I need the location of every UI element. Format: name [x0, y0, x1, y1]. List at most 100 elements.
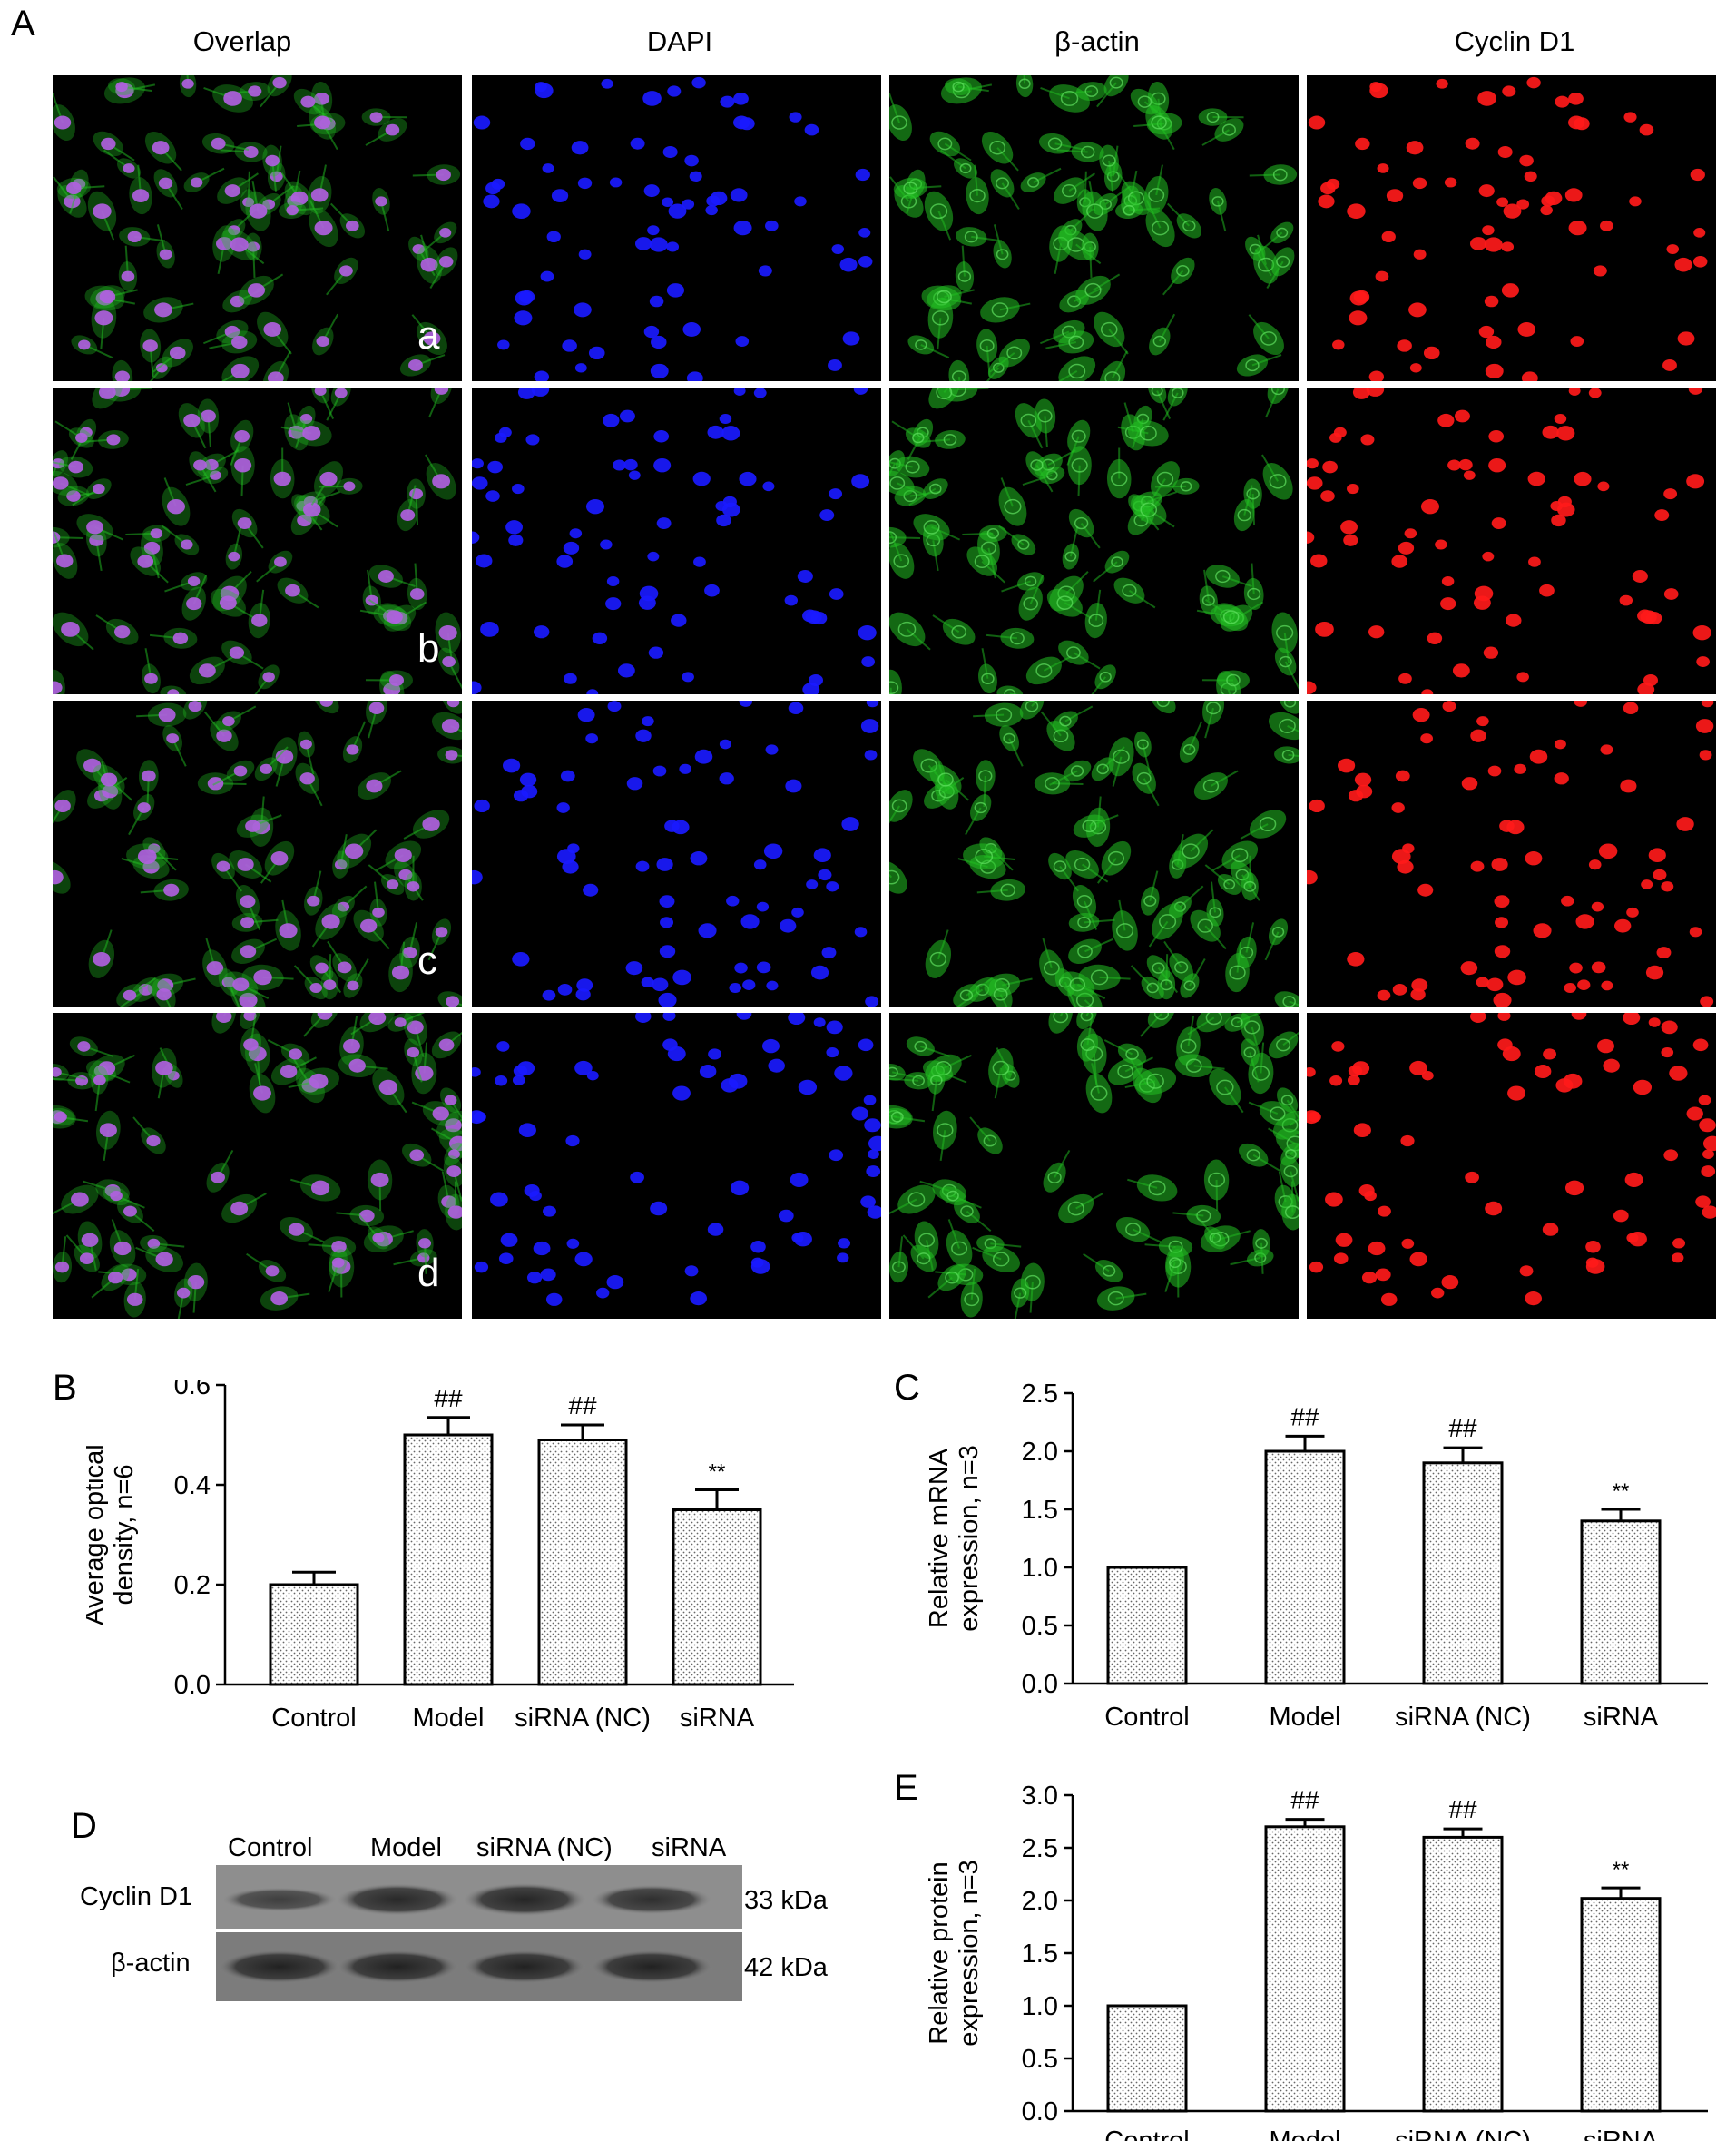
- blot-lane-label-sirna-nc: siRNA (NC): [476, 1833, 613, 1862]
- y-tick-label: 0.0: [1022, 1670, 1058, 1699]
- blot-band: [462, 1882, 587, 1917]
- micrograph-dapi-c: [472, 701, 881, 1007]
- micrograph-cyclin-b: [1307, 388, 1716, 694]
- row-label-a: a: [417, 313, 440, 358]
- y-tick-label: 1.5: [1022, 1496, 1058, 1525]
- blot-band: [462, 1949, 587, 1984]
- bar-sirna-nc-: [1422, 1835, 1504, 2113]
- significance-label: ##: [434, 1384, 463, 1412]
- category-label: siRNA: [1584, 1703, 1659, 1732]
- category-label: siRNA: [680, 1704, 755, 1733]
- micrograph-actin-d: [889, 1013, 1299, 1319]
- bar-sirna-nc-: [1422, 1461, 1504, 1685]
- y-tick-label: 3.0: [1022, 1782, 1058, 1811]
- micrograph-dapi-b: [472, 388, 881, 694]
- y-tick-label: 0.0: [1022, 2097, 1058, 2126]
- bar-control: [269, 1583, 359, 1686]
- panel-label-d: D: [71, 1806, 97, 1846]
- micrograph-actin-b: [889, 388, 1299, 694]
- bar-sirna: [1580, 1897, 1662, 2113]
- category-label: Model: [1270, 1703, 1341, 1732]
- blot-band-label-cyclin: Cyclin D1: [80, 1882, 193, 1911]
- chart-e: 0.0 0.5 1.0 1.5 2.0 2.5 3.0 Relative protein exp…: [926, 1782, 1708, 2141]
- panel-label-e: E: [894, 1768, 918, 1808]
- significance-label: ##: [1290, 1786, 1319, 1814]
- column-header-dapi: DAPI: [646, 25, 713, 57]
- significance-label: **: [1613, 1858, 1630, 1882]
- column-header-actin: β-actin: [1054, 25, 1140, 57]
- bar-control: [1106, 1566, 1188, 1685]
- y-axis-label: Relative protein: [926, 1861, 954, 2045]
- blot-band: [221, 1887, 338, 1912]
- panel-label-c: C: [894, 1368, 920, 1408]
- y-tick-label: 0.5: [1022, 2045, 1058, 2074]
- significance-label: ##: [568, 1391, 597, 1419]
- significance-label: ##: [1290, 1402, 1319, 1430]
- chart-b: 0.0 0.2 0.4 0.6 Average optical density, n=6 C…: [86, 1380, 794, 1733]
- bar-control: [1106, 2004, 1188, 2113]
- significance-label: **: [1613, 1479, 1630, 1504]
- bar-sirna: [672, 1508, 762, 1686]
- y-tick-label: 2.5: [1022, 1834, 1058, 1863]
- micrograph-cyclin-d: [1307, 1013, 1716, 1319]
- micrograph-overlap-b: [53, 388, 462, 694]
- blot-band: [591, 1884, 712, 1915]
- bar-sirna-nc-: [537, 1439, 628, 1686]
- y-tick-label: 2.0: [1022, 1438, 1058, 1467]
- blot-band: [217, 1949, 342, 1984]
- category-label: siRNA: [1584, 2126, 1659, 2141]
- blot-size-label-actin: 42 kDa: [744, 1953, 828, 1982]
- micrograph-overlap-d: [53, 1013, 462, 1319]
- significance-label: ##: [1448, 1795, 1477, 1823]
- y-tick-label: 0.0: [174, 1671, 211, 1700]
- blot-lane-label-sirna: siRNA: [652, 1833, 727, 1862]
- y-axis-label: expression, n=3: [955, 1860, 984, 2047]
- y-tick-label: 0.5: [1022, 1612, 1058, 1641]
- micrograph-dapi-d: [472, 1013, 881, 1319]
- blot-size-label-cyclin: 33 kDa: [744, 1886, 828, 1915]
- blot-band-label-actin: β-actin: [111, 1949, 191, 1978]
- significance-label: **: [709, 1460, 726, 1485]
- y-tick-label: 0.6: [174, 1380, 211, 1400]
- blot-lane-label-model: Model: [370, 1833, 442, 1862]
- micrograph-overlap-c: [53, 701, 462, 1007]
- blot-lane-label-control: Control: [228, 1833, 313, 1862]
- category-label: siRNA (NC): [1395, 1703, 1531, 1732]
- column-header-overlap: Overlap: [192, 25, 292, 57]
- blot-band: [336, 1883, 459, 1916]
- y-axis-label: density, n=6: [110, 1464, 139, 1605]
- y-axis-label: expression, n=3: [955, 1445, 984, 1632]
- chart-c: 0.0 0.5 1.0 1.5 2.0 2.5 Relative mRNA expressio…: [926, 1380, 1708, 1732]
- western-blot-image: [216, 1865, 742, 2001]
- y-tick-label: 0.4: [174, 1471, 211, 1500]
- category-label: Control: [1104, 1703, 1190, 1732]
- panel-label-a: A: [11, 4, 35, 44]
- y-tick-label: 1.5: [1022, 1940, 1058, 1969]
- bar-model: [403, 1433, 494, 1686]
- y-tick-label: 2.0: [1022, 1887, 1058, 1916]
- y-tick-label: 0.2: [174, 1571, 211, 1600]
- bar-model: [1264, 1449, 1346, 1685]
- blot-band: [335, 1949, 460, 1984]
- y-tick-label: 2.5: [1022, 1380, 1058, 1409]
- category-label: siRNA (NC): [515, 1704, 651, 1733]
- y-tick-label: 1.0: [1022, 1554, 1058, 1583]
- micrograph-overlap-a: [53, 75, 462, 381]
- bar-model: [1264, 1825, 1346, 2113]
- significance-label: ##: [1448, 1414, 1477, 1442]
- row-label-d: d: [417, 1251, 440, 1295]
- y-axis-label: Average optical: [86, 1444, 109, 1625]
- y-axis-label: Relative mRNA: [926, 1448, 954, 1628]
- category-label: Model: [413, 1704, 485, 1733]
- micrograph-dapi-a: [472, 75, 881, 381]
- category-label: siRNA (NC): [1395, 2126, 1531, 2141]
- row-label-c: c: [417, 938, 437, 983]
- panel-label-b: B: [53, 1368, 77, 1408]
- micrograph-actin-a: [889, 75, 1299, 381]
- category-label: Model: [1270, 2126, 1341, 2141]
- category-label: Control: [271, 1704, 357, 1733]
- y-tick-label: 1.0: [1022, 1992, 1058, 2021]
- blot-band: [589, 1949, 714, 1984]
- row-label-b: b: [417, 626, 440, 671]
- micrograph-cyclin-a: [1307, 75, 1716, 381]
